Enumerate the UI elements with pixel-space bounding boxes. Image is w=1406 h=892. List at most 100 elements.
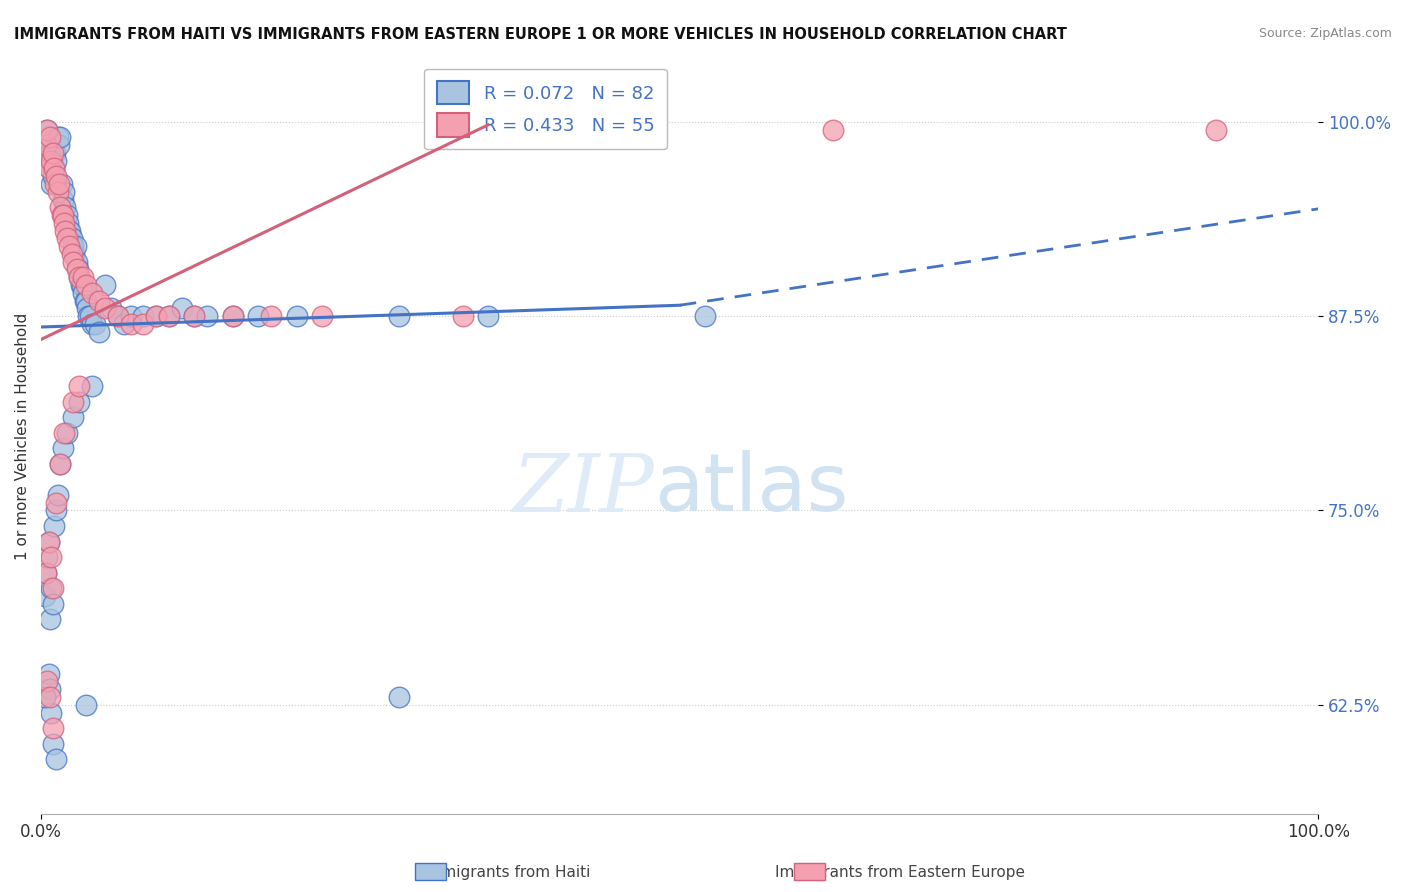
Point <box>41 581 63 595</box>
Point <box>45 496 67 510</box>
Point <box>38 534 60 549</box>
Point <box>58 224 80 238</box>
Text: ZIP: ZIP <box>512 450 654 528</box>
Point <box>62 394 84 409</box>
Point <box>48 138 70 153</box>
Text: Immigrants from Haiti: Immigrants from Haiti <box>422 865 591 880</box>
Point <box>75 293 97 308</box>
Point <box>67 270 90 285</box>
Point <box>42 519 65 533</box>
Point <box>120 309 142 323</box>
Point <box>157 309 180 323</box>
Point <box>41 721 63 735</box>
Point <box>53 224 76 238</box>
Point <box>34 589 56 603</box>
Point <box>58 239 80 253</box>
Point <box>38 161 60 176</box>
Point <box>79 309 101 323</box>
Point <box>132 309 155 323</box>
Text: atlas: atlas <box>654 450 849 528</box>
Point <box>221 309 243 323</box>
Point <box>66 254 89 268</box>
Point <box>67 262 90 277</box>
Point <box>60 247 83 261</box>
Point <box>37 122 59 136</box>
Point <box>695 309 717 323</box>
Point <box>195 309 218 323</box>
Point <box>55 231 77 245</box>
Point <box>52 208 75 222</box>
Point <box>67 394 90 409</box>
Point <box>46 130 69 145</box>
Point <box>70 278 93 293</box>
Point <box>46 185 69 199</box>
Point <box>285 309 308 323</box>
Point <box>87 325 110 339</box>
Point <box>52 442 75 456</box>
Point <box>41 169 63 184</box>
Point <box>145 309 167 323</box>
Point <box>82 317 104 331</box>
Point <box>183 309 205 323</box>
Point <box>41 706 63 720</box>
Point <box>62 239 84 253</box>
Point <box>52 193 75 207</box>
Point <box>38 666 60 681</box>
Point <box>75 278 97 293</box>
Point <box>221 309 243 323</box>
Point <box>67 270 90 285</box>
Point <box>107 309 129 323</box>
Point <box>120 317 142 331</box>
Point <box>49 130 72 145</box>
Point <box>260 309 283 323</box>
Text: Source: ZipAtlas.com: Source: ZipAtlas.com <box>1258 27 1392 40</box>
Point <box>59 224 82 238</box>
Point <box>53 200 76 214</box>
Point <box>67 379 90 393</box>
Point <box>45 169 67 184</box>
Point <box>34 690 56 704</box>
Point <box>39 145 62 160</box>
Point <box>41 737 63 751</box>
Y-axis label: 1 or more Vehicles in Household: 1 or more Vehicles in Household <box>15 313 30 560</box>
Point <box>76 301 98 316</box>
Point <box>87 293 110 308</box>
Point <box>94 278 117 293</box>
Point <box>37 674 59 689</box>
Point <box>53 216 76 230</box>
Point <box>55 208 77 222</box>
Point <box>56 216 79 230</box>
Point <box>44 177 66 191</box>
Point <box>35 138 58 153</box>
Point <box>107 309 129 323</box>
Point <box>77 309 100 323</box>
Point <box>37 122 59 136</box>
Point <box>247 309 270 323</box>
Point <box>112 317 135 331</box>
Point <box>35 566 58 580</box>
Point <box>132 317 155 331</box>
Legend: R = 0.072   N = 82, R = 0.433   N = 55: R = 0.072 N = 82, R = 0.433 N = 55 <box>425 69 666 149</box>
Point <box>45 752 67 766</box>
Point <box>451 309 474 323</box>
Point <box>62 254 84 268</box>
Point <box>53 185 76 199</box>
Point <box>49 200 72 214</box>
Point <box>34 153 56 168</box>
Point <box>35 138 58 153</box>
Point <box>41 177 63 191</box>
Point <box>38 534 60 549</box>
Point <box>53 425 76 440</box>
Point <box>45 153 67 168</box>
Point <box>73 293 96 308</box>
Point <box>66 262 89 277</box>
Point <box>49 457 72 471</box>
Point <box>82 285 104 300</box>
Point <box>1205 122 1227 136</box>
Point <box>32 153 55 168</box>
Point <box>311 309 333 323</box>
Point <box>39 682 62 697</box>
Point <box>41 145 63 160</box>
Point <box>94 301 117 316</box>
Point <box>51 208 73 222</box>
